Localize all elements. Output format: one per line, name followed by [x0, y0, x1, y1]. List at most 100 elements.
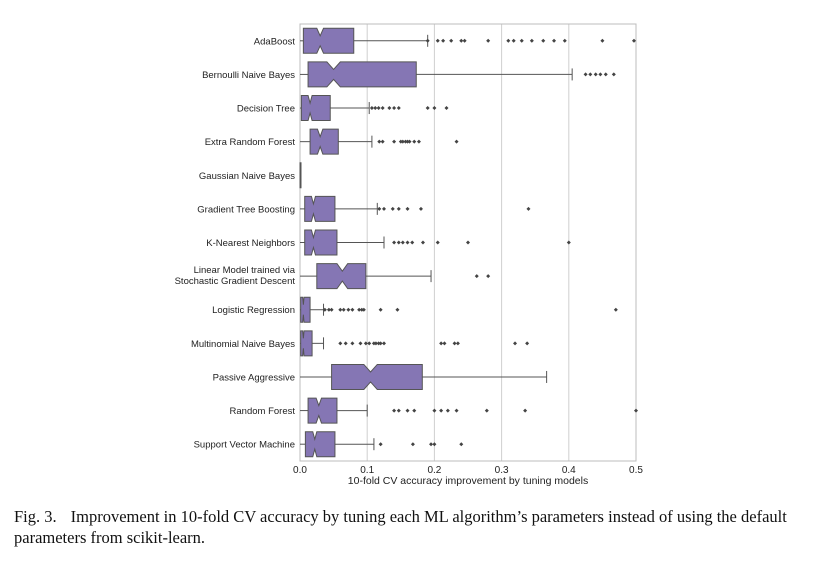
- flier-point: [371, 341, 376, 346]
- flier-point: [435, 38, 440, 43]
- box: [299, 162, 302, 189]
- box: [331, 363, 423, 390]
- flier-point: [418, 206, 423, 211]
- flier-point: [511, 38, 516, 43]
- flier-point: [455, 341, 460, 346]
- flier-point: [588, 72, 593, 77]
- flier-point: [361, 307, 366, 312]
- flier-point: [322, 307, 327, 312]
- flier-point: [425, 38, 430, 43]
- flier-point: [444, 106, 449, 111]
- box: [300, 296, 311, 323]
- flier-point: [611, 72, 616, 77]
- box: [304, 229, 338, 256]
- category-label: Support Vector Machine: [194, 440, 295, 451]
- category-label: Extra Random Forest: [205, 137, 296, 148]
- flier-point: [359, 307, 364, 312]
- box-group: [300, 296, 618, 323]
- flier-point: [484, 408, 489, 413]
- flier-point: [326, 307, 331, 312]
- flier-point: [425, 106, 430, 111]
- category-label: Gaussian Naive Bayes: [199, 171, 295, 182]
- flier-point: [405, 139, 410, 144]
- flier-point: [634, 408, 638, 413]
- flier-point: [410, 442, 415, 447]
- flier-point: [466, 240, 470, 245]
- category-labels: AdaBoost Bernoulli Naive Bayes Decision Tr…: [175, 36, 296, 450]
- caption-text: Improvement in 10-fold CV accuracy by tu…: [14, 507, 787, 547]
- flier-point: [513, 341, 518, 346]
- box-group: [300, 195, 531, 222]
- box: [304, 195, 336, 222]
- category-label: Linear Model trained via: [194, 265, 296, 276]
- box-group: [300, 363, 548, 390]
- flier-point: [358, 341, 363, 346]
- box: [300, 330, 313, 357]
- x-tick-label: 0.1: [360, 465, 374, 476]
- flier-point: [367, 341, 372, 346]
- flier-point: [506, 38, 511, 43]
- flier-point: [525, 341, 530, 346]
- box-group: [300, 263, 491, 290]
- flier-point: [462, 38, 467, 43]
- flier-point: [541, 38, 546, 43]
- flier-point: [410, 240, 415, 245]
- flier-point: [378, 442, 383, 447]
- flier-point: [382, 341, 386, 346]
- flier-point: [350, 341, 355, 346]
- category-label: Multinomial Naive Bayes: [191, 339, 295, 350]
- flier-point: [380, 106, 385, 111]
- box-group: [300, 128, 459, 155]
- flier-point: [486, 38, 491, 43]
- flier-point: [454, 408, 459, 413]
- flier-point: [529, 38, 534, 43]
- box-group: [300, 397, 638, 424]
- flier-point: [392, 408, 397, 413]
- box-group: [300, 431, 464, 458]
- flier-point: [442, 341, 447, 346]
- flier-point: [350, 307, 355, 312]
- flier-point: [396, 106, 401, 111]
- flier-point: [593, 72, 598, 77]
- flier-point: [343, 341, 348, 346]
- flier-point: [429, 442, 434, 447]
- flier-point: [523, 408, 528, 413]
- box-group: [300, 229, 571, 256]
- flier-point: [396, 206, 401, 211]
- flier-point: [631, 38, 636, 43]
- flier-point: [380, 139, 385, 144]
- flier-point: [439, 341, 444, 346]
- flier-point: [373, 106, 378, 111]
- flier-point: [376, 106, 381, 111]
- box-group: [300, 61, 616, 88]
- flier-point: [377, 139, 382, 144]
- flier-point: [452, 341, 457, 346]
- box: [309, 128, 339, 155]
- flier-point: [603, 72, 608, 77]
- flier-point: [432, 106, 437, 111]
- box-group: [300, 27, 636, 54]
- flier-point: [445, 408, 450, 413]
- box: [304, 431, 336, 458]
- flier-point: [329, 307, 334, 312]
- category-label: Stochastic Gradient Descent: [175, 276, 296, 287]
- x-axis-label: 10-fold CV accuracy improvement by tunin…: [348, 475, 588, 487]
- flier-point: [432, 408, 437, 413]
- flier-point: [412, 139, 417, 144]
- flier-point: [378, 341, 383, 346]
- flier-point: [416, 139, 421, 144]
- flier-point: [390, 206, 395, 211]
- flier-point: [341, 307, 346, 312]
- flier-point: [400, 240, 405, 245]
- x-tick-label: 0.3: [495, 465, 509, 476]
- flier-point: [407, 139, 412, 144]
- flier-point: [598, 72, 603, 77]
- flier-point: [474, 274, 479, 279]
- category-label: K-Nearest Neighbors: [206, 238, 295, 249]
- flier-point: [373, 341, 378, 346]
- flier-point: [420, 240, 425, 245]
- flier-point: [377, 206, 382, 211]
- flier-point: [392, 106, 397, 111]
- box: [300, 95, 331, 122]
- flier-point: [400, 139, 405, 144]
